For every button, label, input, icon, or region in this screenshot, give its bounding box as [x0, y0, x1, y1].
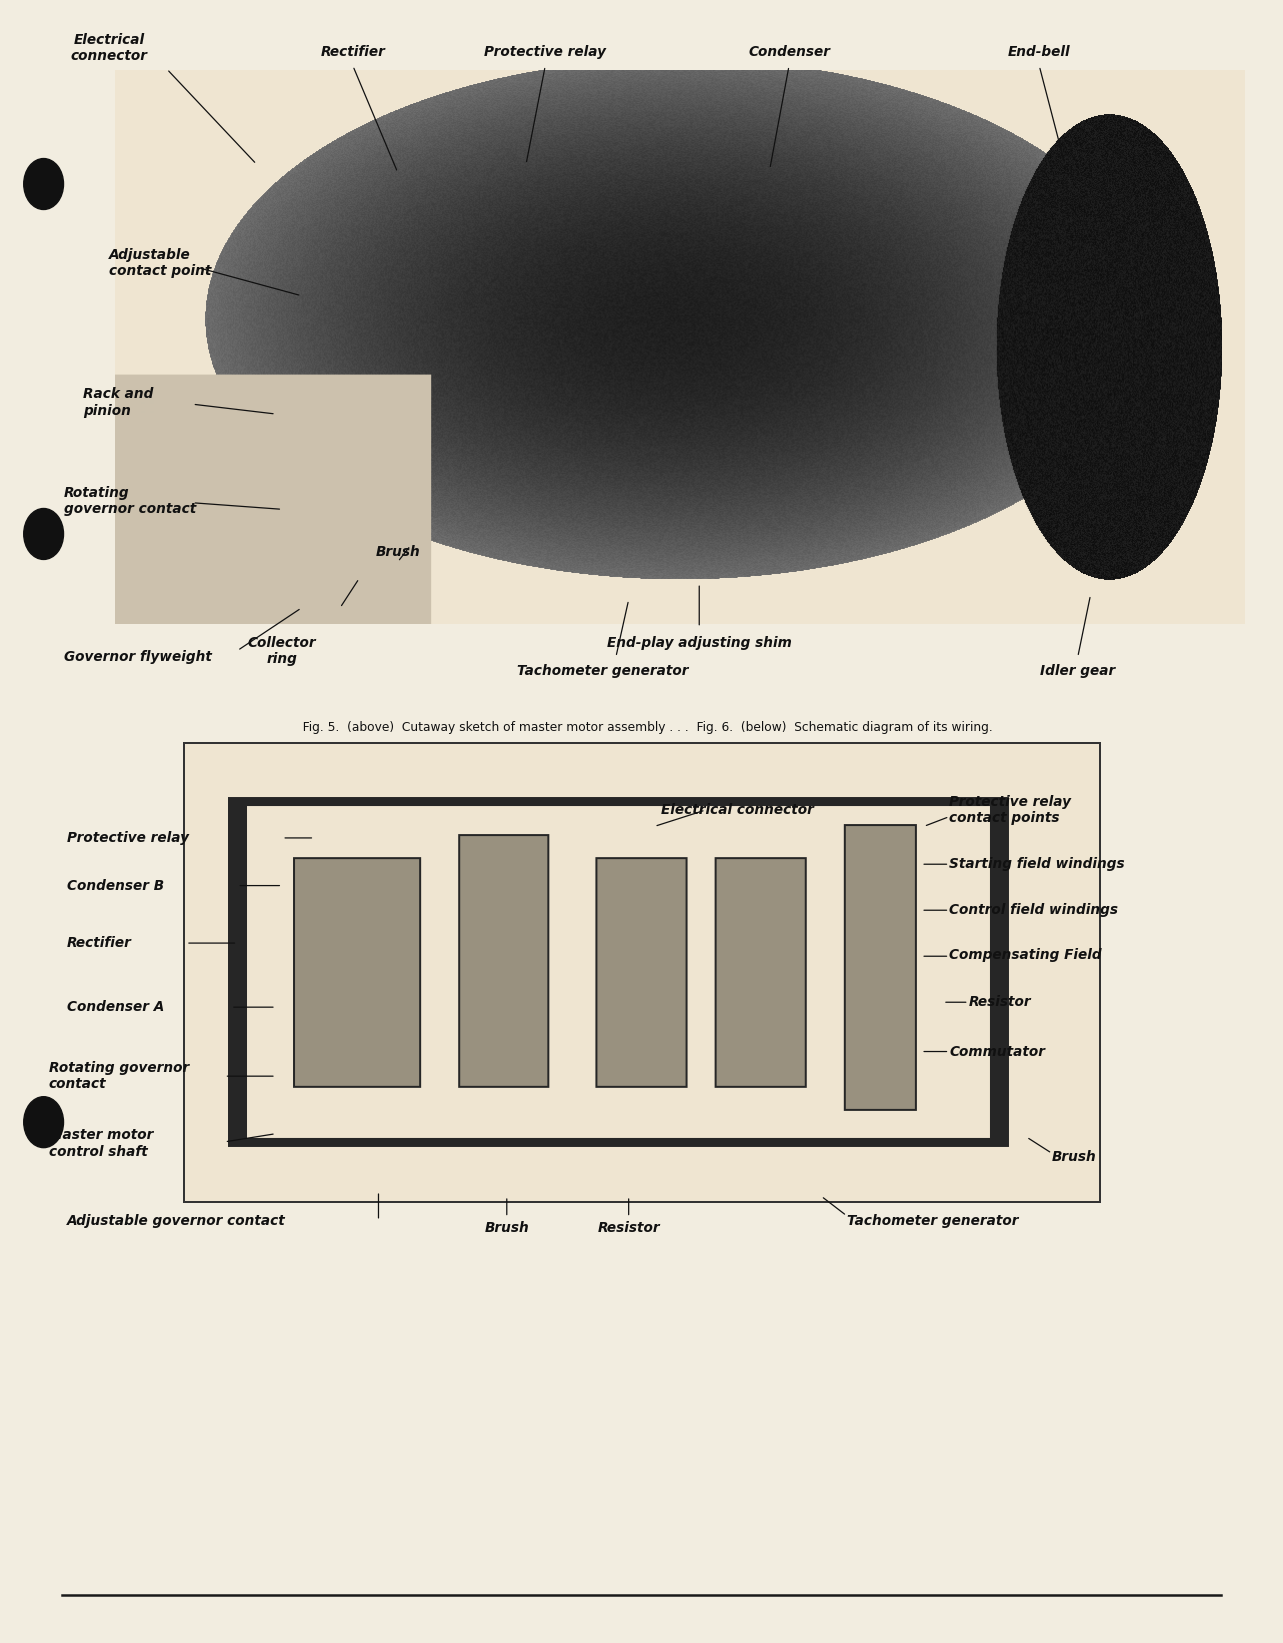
Text: Resistor: Resistor: [969, 996, 1032, 1009]
Text: Condenser A: Condenser A: [67, 1001, 164, 1014]
Text: Tachometer generator: Tachometer generator: [847, 1214, 1019, 1227]
Text: Idler gear: Idler gear: [1041, 664, 1115, 679]
Circle shape: [23, 508, 64, 559]
Text: Commutator: Commutator: [949, 1045, 1046, 1058]
Text: Protective relay: Protective relay: [484, 44, 607, 59]
Text: Adjustable governor contact: Adjustable governor contact: [67, 1214, 285, 1227]
Text: Brush: Brush: [485, 1221, 529, 1236]
Text: Protective relay
contact points: Protective relay contact points: [949, 795, 1071, 825]
Text: Adjustable
contact point: Adjustable contact point: [109, 248, 212, 278]
Text: Rectifier: Rectifier: [67, 937, 132, 950]
Text: Resistor: Resistor: [598, 1221, 659, 1236]
Text: Starting field windings: Starting field windings: [949, 858, 1125, 871]
Text: Electrical
connector: Electrical connector: [71, 33, 148, 62]
Text: Rectifier: Rectifier: [321, 44, 385, 59]
Text: Protective relay: Protective relay: [67, 831, 189, 845]
Circle shape: [23, 1098, 64, 1147]
Text: Tachometer generator: Tachometer generator: [517, 664, 689, 679]
Text: Governor flyweight: Governor flyweight: [64, 651, 212, 664]
Text: End-play adjusting shim: End-play adjusting shim: [607, 636, 792, 651]
Text: Brush: Brush: [1052, 1150, 1097, 1163]
Text: Compensating Field: Compensating Field: [949, 948, 1102, 963]
Text: Brush: Brush: [376, 544, 420, 559]
Text: Rack and
pinion: Rack and pinion: [83, 388, 154, 417]
Text: Rotating governor
contact: Rotating governor contact: [49, 1061, 189, 1091]
Text: Condenser: Condenser: [748, 44, 830, 59]
Text: Control field windings: Control field windings: [949, 904, 1119, 917]
Text: End-bell: End-bell: [1008, 44, 1070, 59]
Circle shape: [23, 159, 64, 210]
Text: Condenser B: Condenser B: [67, 879, 164, 892]
Text: Fig. 5.  (above)  Cutaway sketch of master motor assembly . . .  Fig. 6.  (below: Fig. 5. (above) Cutaway sketch of master…: [291, 721, 992, 733]
Text: Collector
ring: Collector ring: [248, 636, 317, 665]
Text: Electrical connector: Electrical connector: [661, 803, 813, 817]
Text: Master motor
control shaft: Master motor control shaft: [49, 1129, 153, 1158]
Text: Rotating
governor contact: Rotating governor contact: [64, 486, 196, 516]
